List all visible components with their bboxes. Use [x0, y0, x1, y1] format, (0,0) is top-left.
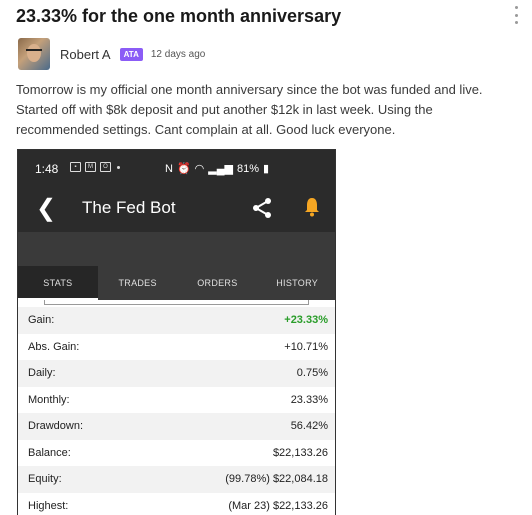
stat-label: Monthly: [28, 393, 70, 406]
post-body: Tomorrow is my official one month annive… [16, 82, 483, 137]
stat-value: $22,133.26 [272, 446, 328, 459]
status-time: 1:48 [35, 162, 59, 176]
outlook-icon: O [100, 162, 111, 172]
phone-screenshot: 1:48 ▪ M O N ⏰ ◠ ▂▄▆ 81% ▮ ❮ The Fed Bot [17, 149, 336, 515]
author-badge: ATA [119, 47, 143, 61]
more-notifications-icon [117, 165, 120, 169]
stat-label: Drawdown: [28, 420, 84, 433]
stat-label: Abs. Gain: [28, 340, 80, 353]
bell-icon[interactable] [303, 197, 321, 217]
stat-row-gain: Gain: +23.33% [18, 307, 335, 334]
alarm-icon: ⏰ [176, 163, 191, 175]
battery-level: 81% [236, 162, 260, 175]
avatar[interactable] [18, 38, 50, 70]
stat-value: 0.75% [296, 367, 328, 380]
stat-value: (99.78%) $22,084.18 [225, 473, 328, 486]
stats-list: Gain: +23.33% Abs. Gain: +10.71% Daily: … [18, 307, 335, 515]
tab-trades[interactable]: TRADES [118, 278, 157, 288]
stat-row-highest: Highest: (Mar 23) $22,133.26 [18, 493, 335, 515]
app-notification-icon: ▪ [70, 162, 81, 172]
tab-bar: STATS TRADES ORDERS HISTORY [18, 266, 335, 300]
app-title: The Fed Bot [82, 198, 176, 217]
stat-label: Gain: [28, 314, 55, 327]
post-title: 23.33% for the one month anniversary [16, 6, 342, 26]
wifi-icon: ◠ [194, 163, 205, 175]
dropdown-edge [44, 300, 309, 305]
stat-row-drawdown: Drawdown: 56.42% [18, 413, 335, 440]
stat-value: 56.42% [290, 420, 328, 433]
stat-value: +10.71% [284, 340, 328, 353]
header-band [18, 232, 335, 266]
back-arrow-icon[interactable]: ❮ [36, 195, 57, 222]
stat-value: (Mar 23) $22,133.26 [228, 499, 328, 512]
more-vertical-icon[interactable] [508, 6, 524, 24]
tab-orders[interactable]: ORDERS [197, 278, 238, 288]
status-bar: 1:48 ▪ M O N ⏰ ◠ ▂▄▆ 81% ▮ [18, 150, 335, 186]
battery-icon: ▮ [263, 163, 270, 175]
author-row: Robert A ATA 12 days ago [18, 38, 205, 70]
nfc-icon: N [165, 162, 173, 175]
author-name[interactable]: Robert A [60, 46, 111, 62]
tab-history[interactable]: HISTORY [276, 278, 319, 288]
stat-label: Balance: [28, 446, 71, 459]
stat-row-equity: Equity: (99.78%) $22,084.18 [18, 466, 335, 493]
stat-value: 23.33% [290, 393, 328, 406]
signal-icon: ▂▄▆ [208, 163, 233, 175]
stat-row-monthly: Monthly: 23.33% [18, 387, 335, 414]
app-bar: ❮ The Fed Bot [18, 186, 335, 232]
stat-label: Equity: [28, 473, 62, 486]
mail-icon: M [85, 162, 96, 172]
stat-label: Daily: [28, 367, 56, 380]
notification-icons: ▪ M O [70, 162, 120, 172]
stat-row-daily: Daily: 0.75% [18, 360, 335, 387]
stat-row-abs-gain: Abs. Gain: +10.71% [18, 334, 335, 361]
system-icons: N ⏰ ◠ ▂▄▆ 81% ▮ [165, 162, 270, 176]
stat-value: +23.33% [284, 314, 328, 327]
share-icon[interactable] [251, 197, 273, 219]
stat-row-balance: Balance: $22,133.26 [18, 440, 335, 467]
tab-stats[interactable]: STATS [18, 266, 98, 300]
stat-label: Highest: [28, 499, 69, 512]
post-timestamp: 12 days ago [150, 48, 206, 60]
